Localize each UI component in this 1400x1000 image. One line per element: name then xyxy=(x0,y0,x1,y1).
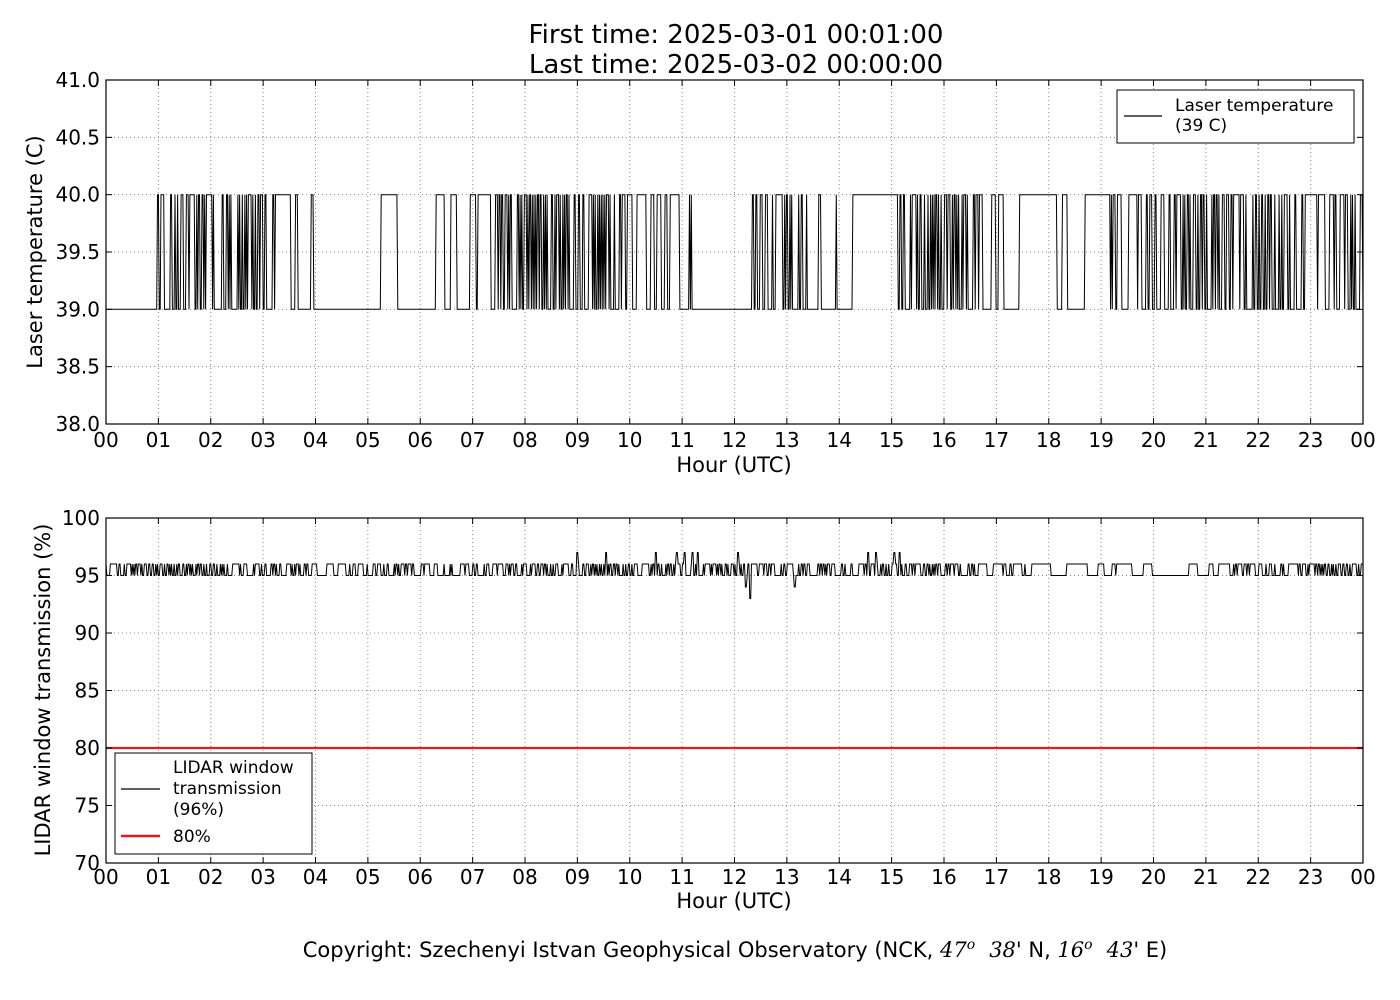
latitude-minutes: 38 xyxy=(989,938,1016,962)
x-tick-label: 10 xyxy=(617,428,642,452)
x-tick-label: 03 xyxy=(250,428,275,452)
lidar-transmission-panel: 70 75 80 85 90 95 100 00 01 02 03 04 05 06 07 08 09 10 11… xyxy=(31,506,1376,913)
x-tick-label: 01 xyxy=(146,865,171,889)
y-tick-label: 95 xyxy=(75,564,100,588)
y-tick-label: 75 xyxy=(75,794,100,818)
x-tick-label: 23 xyxy=(1298,428,1323,452)
panel1-legend-label-line2: (39 C) xyxy=(1175,116,1227,136)
y-tick-label: 40.5 xyxy=(55,125,100,149)
x-tick-label: 23 xyxy=(1298,865,1323,889)
x-tick-label: 17 xyxy=(984,428,1009,452)
x-tick-label: 18 xyxy=(1036,865,1061,889)
x-tick-label: 02 xyxy=(198,428,223,452)
panel1-legend-label-line1: Laser temperature xyxy=(1175,96,1333,116)
x-tick-label: 00 xyxy=(1350,428,1375,452)
y-tick-label: 39.0 xyxy=(55,297,100,321)
x-tick-label: 06 xyxy=(408,428,433,452)
x-tick-label: 00 xyxy=(93,865,118,889)
x-tick-label: 14 xyxy=(827,865,852,889)
x-tick-label: 11 xyxy=(669,428,694,452)
x-tick-label: 19 xyxy=(1088,865,1113,889)
y-tick-label: 38.5 xyxy=(55,355,100,379)
x-tick-label: 05 xyxy=(355,428,380,452)
latitude-degree-symbol: o xyxy=(967,937,975,953)
longitude-degrees: 16 xyxy=(1057,938,1084,962)
x-tick-label: 11 xyxy=(669,865,694,889)
panel2-y-axis-label: LIDAR window transmission (%) xyxy=(31,524,55,857)
x-tick-label: 12 xyxy=(722,865,747,889)
lidar-transmission-series xyxy=(105,552,1363,599)
x-tick-label: 21 xyxy=(1193,865,1218,889)
x-tick-label: 13 xyxy=(774,865,799,889)
laser-temperature-series xyxy=(106,194,1364,310)
panel1-x-axis-label: Hour (UTC) xyxy=(676,453,791,477)
x-tick-label: 00 xyxy=(1350,865,1375,889)
panel2-legend-series-label-line1: LIDAR window xyxy=(173,758,294,778)
x-tick-label: 22 xyxy=(1246,428,1271,452)
chart-title-line2: Last time: 2025-03-02 00:00:00 xyxy=(529,50,943,80)
x-tick-label: 13 xyxy=(774,428,799,452)
x-tick-label: 14 xyxy=(827,428,852,452)
x-tick-label: 20 xyxy=(1141,865,1166,889)
longitude-minutes: 43 xyxy=(1106,938,1134,962)
panel2-x-axis-label: Hour (UTC) xyxy=(676,889,791,913)
y-tick-label: 100 xyxy=(62,506,100,530)
x-tick-label: 22 xyxy=(1246,865,1271,889)
x-tick-label: 18 xyxy=(1036,428,1061,452)
copyright-prefix: Copyright: Szechenyi Istvan Geophysical … xyxy=(303,938,940,962)
x-tick-label: 10 xyxy=(617,865,642,889)
panel2-legend-series-label-line3: (96%) xyxy=(173,800,224,820)
x-tick-label: 09 xyxy=(565,428,590,452)
panel1-y-ticks: 38.0 38.5 39.0 39.5 40.0 40.5 41.0 xyxy=(55,68,1363,436)
y-tick-label: 90 xyxy=(75,621,100,645)
series-line xyxy=(105,552,1363,599)
x-tick-label: 12 xyxy=(722,428,747,452)
panel1-y-axis-label: Laser temperature (C) xyxy=(23,135,47,368)
longitude-degree-symbol: o xyxy=(1084,937,1092,953)
x-tick-label: 08 xyxy=(512,428,537,452)
y-tick-label: 39.5 xyxy=(55,240,100,264)
x-tick-label: 09 xyxy=(565,865,590,889)
x-tick-label: 20 xyxy=(1141,428,1166,452)
x-tick-label: 07 xyxy=(460,865,485,889)
panel1-legend: Laser temperature (39 C) xyxy=(1116,89,1355,144)
x-tick-label: 19 xyxy=(1088,428,1113,452)
copyright-footer: Copyright: Szechenyi Istvan Geophysical … xyxy=(303,937,1168,962)
x-tick-label: 02 xyxy=(198,865,223,889)
panel2-x-ticks: 00 01 02 03 04 05 06 07 08 09 10 11 12 13 14 15 16 17 18 19… xyxy=(93,518,1376,889)
panel2-legend: LIDAR window transmission (96%) 80% xyxy=(114,752,313,855)
y-tick-label: 38.0 xyxy=(55,412,100,436)
x-tick-label: 21 xyxy=(1193,428,1218,452)
x-tick-label: 01 xyxy=(146,428,171,452)
series-line xyxy=(106,194,1364,310)
x-tick-label: 00 xyxy=(93,428,118,452)
x-tick-label: 15 xyxy=(879,428,904,452)
y-tick-label: 70 xyxy=(75,851,100,875)
x-tick-label: 17 xyxy=(984,865,1009,889)
y-tick-label: 85 xyxy=(75,679,100,703)
laser-temperature-panel: 38.038.539.039.540.040.541.0 00 01 02 03 04 0… xyxy=(23,68,1376,477)
x-tick-label: 07 xyxy=(460,428,485,452)
x-tick-label: 03 xyxy=(250,865,275,889)
panel2-legend-threshold-label: 80% xyxy=(173,827,211,847)
x-tick-label: 04 xyxy=(303,865,328,889)
chart-title-line1: First time: 2025-03-01 00:01:00 xyxy=(529,20,944,50)
y-tick-label: 40.0 xyxy=(55,183,100,207)
latitude-suffix: ' N, xyxy=(1016,938,1058,962)
panel2-legend-series-label-line2: transmission xyxy=(173,779,282,799)
y-tick-label: 41.0 xyxy=(55,68,100,92)
longitude-suffix: ' E) xyxy=(1133,938,1167,962)
x-tick-label: 04 xyxy=(303,428,328,452)
x-tick-label: 15 xyxy=(879,865,904,889)
panel1-x-ticks: 00 01 02 03 04 05 06 07 08 09 10 11 12 13 14 15 16 17 18 19… xyxy=(93,80,1376,452)
x-tick-label: 06 xyxy=(408,865,433,889)
x-tick-label: 16 xyxy=(931,865,956,889)
x-tick-label: 08 xyxy=(512,865,537,889)
x-tick-label: 05 xyxy=(355,865,380,889)
y-tick-label: 80 xyxy=(75,736,100,760)
panel2-y-ticks: 70 75 80 85 90 95 100 xyxy=(62,506,1363,875)
x-tick-label: 16 xyxy=(931,428,956,452)
latitude-degrees: 47 xyxy=(939,938,967,962)
